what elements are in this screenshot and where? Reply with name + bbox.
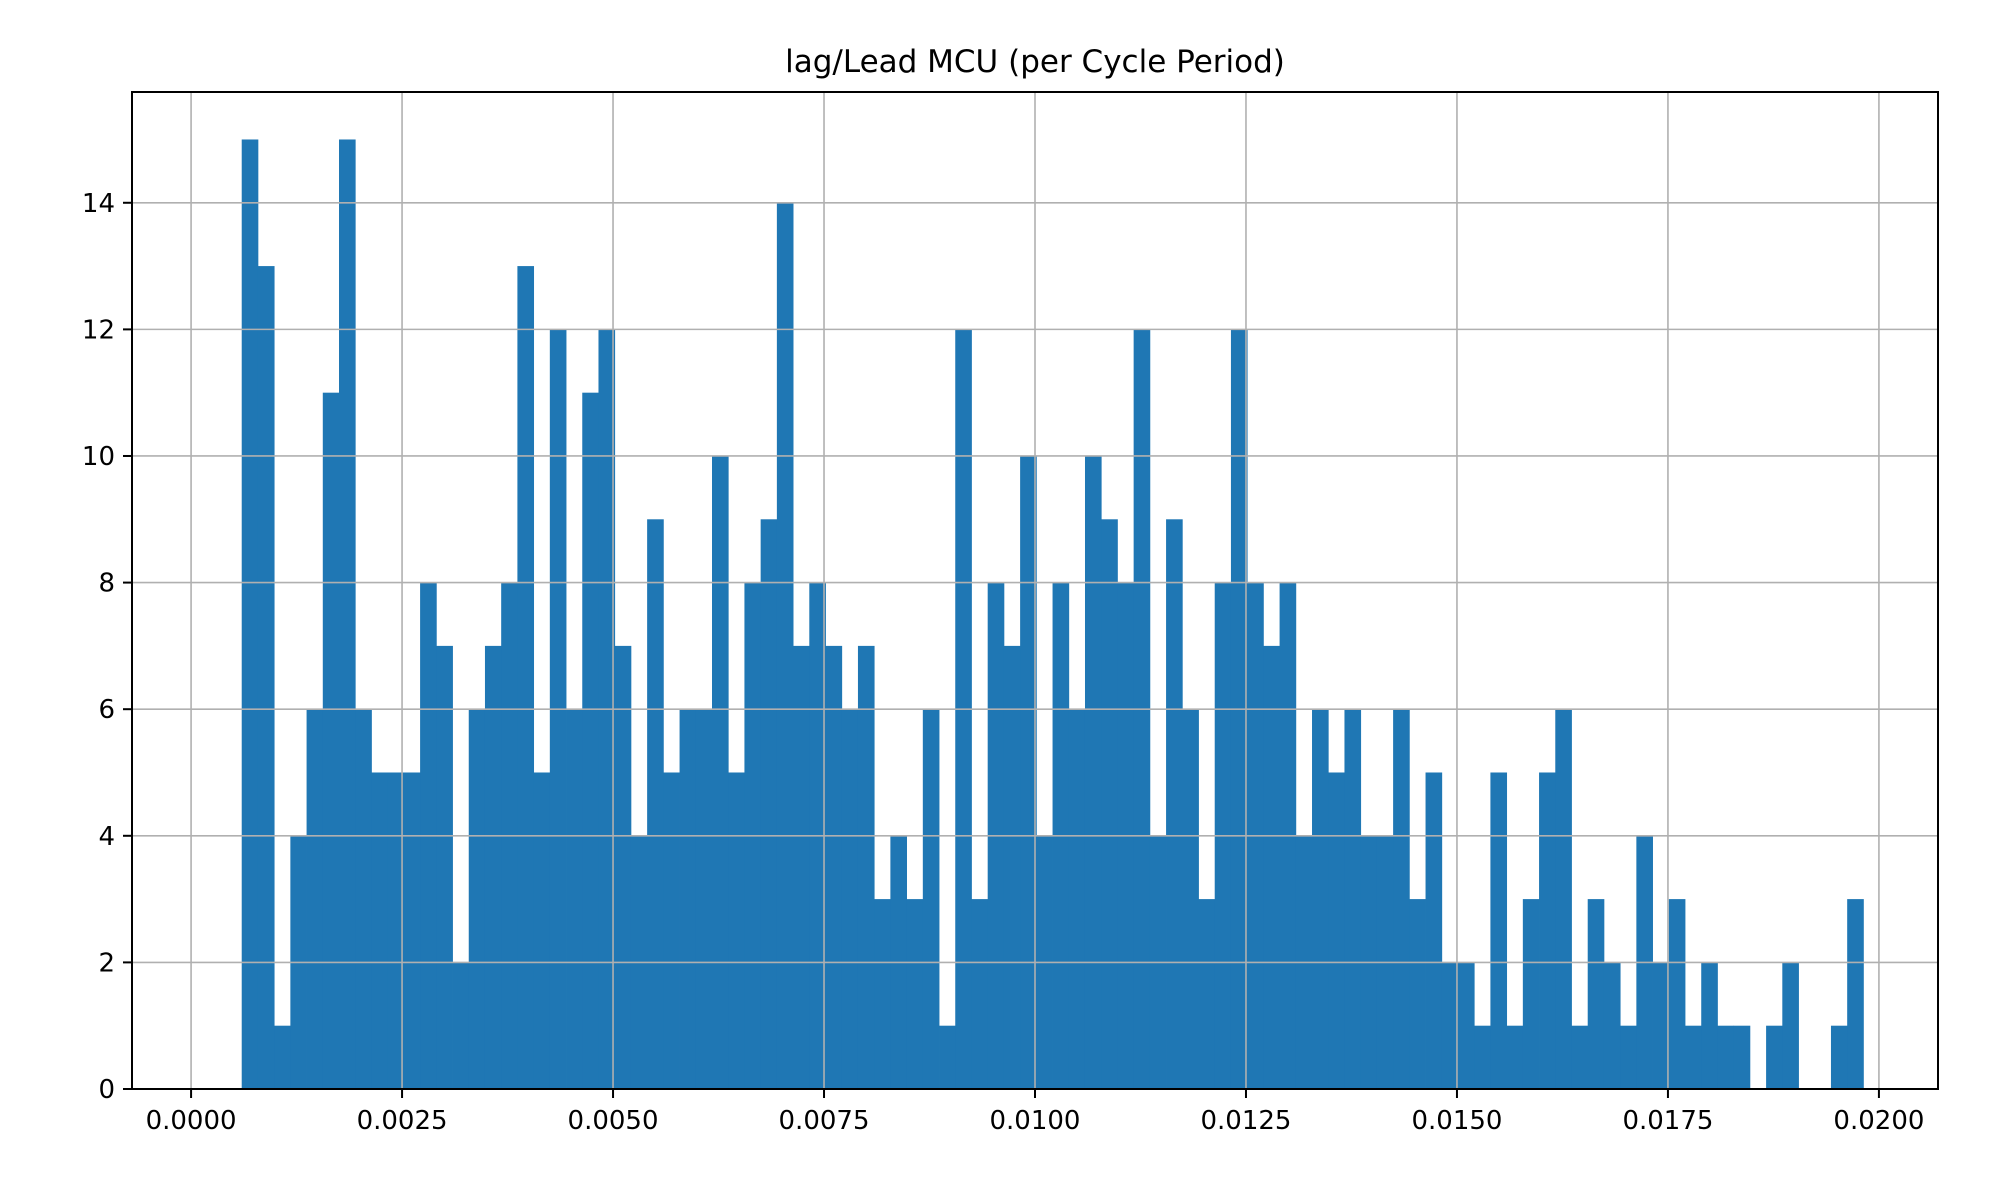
y-tick-label: 14 [82, 189, 115, 219]
histogram-bar [468, 709, 486, 1089]
histogram-bar [241, 139, 259, 1090]
histogram-bar [1733, 1025, 1751, 1089]
histogram-bar [939, 1025, 956, 1089]
y-tick-label: 12 [82, 315, 115, 345]
histogram-bar [387, 772, 405, 1089]
histogram-bar [274, 1025, 291, 1089]
histogram-bar [355, 709, 372, 1089]
histogram-bar [906, 899, 924, 1089]
histogram-bar [517, 266, 535, 1090]
x-tick-label: 0.0025 [357, 1106, 448, 1136]
histogram-bar [1344, 709, 1362, 1089]
histogram-bar [1312, 709, 1329, 1089]
x-tick-label: 0.0000 [146, 1106, 237, 1136]
histogram-bar [679, 709, 697, 1089]
x-tick-label: 0.0175 [1622, 1106, 1713, 1136]
histogram-bar [922, 709, 940, 1089]
histogram-bar [1166, 519, 1183, 1089]
histogram-bar [1506, 1025, 1524, 1089]
histogram-bar [1263, 645, 1280, 1089]
histogram-bar [1101, 519, 1118, 1089]
y-tick-label: 8 [98, 569, 115, 599]
histogram-bar [339, 139, 356, 1090]
histogram-bar [1457, 962, 1475, 1089]
x-tick-label: 0.0100 [990, 1106, 1081, 1136]
histogram-bar [1198, 899, 1216, 1089]
histogram-bar [1003, 645, 1021, 1089]
histogram-bar [452, 962, 470, 1089]
histogram-bar [257, 266, 275, 1090]
histogram-bar [712, 455, 729, 1090]
x-tick-label: 0.0150 [1411, 1106, 1502, 1136]
histogram-bar [1782, 962, 1799, 1089]
histogram-bar [1620, 1025, 1637, 1089]
y-tick-label: 4 [98, 822, 115, 852]
histogram-bar [322, 392, 340, 1089]
histogram-bar [1587, 899, 1605, 1089]
histogram-bar [1766, 1025, 1783, 1089]
y-tick-label: 2 [98, 948, 115, 978]
x-tick-label: 0.0050 [568, 1106, 659, 1136]
histogram-bar [760, 519, 778, 1089]
histogram-bar [1830, 1025, 1848, 1089]
histogram-bar [1668, 899, 1686, 1089]
histogram-bar [793, 645, 810, 1089]
histogram-bar [1328, 772, 1345, 1089]
histogram-bar [306, 709, 324, 1089]
histogram-bar [533, 772, 551, 1089]
histogram-bar [436, 645, 453, 1089]
y-tick-label: 10 [82, 442, 115, 472]
histogram-bar [1020, 455, 1037, 1090]
x-tick-label: 0.0125 [1200, 1106, 1291, 1136]
histogram-bar [1068, 709, 1086, 1089]
y-tick-label: 0 [98, 1075, 115, 1105]
histogram-bar [1652, 962, 1670, 1089]
histogram-bar [1701, 962, 1718, 1089]
histogram-bar [484, 645, 502, 1089]
histogram-bar [1571, 1025, 1589, 1089]
histogram-bar [1182, 709, 1199, 1089]
histogram-bar [566, 709, 583, 1089]
ticks-layer: 0.0000 0.0025 0.0050 0.0075 0.0100 0.0125 0.01… [82, 189, 1925, 1136]
histogram-bar [874, 899, 891, 1089]
histogram-bar [1539, 772, 1556, 1089]
histogram-bar [728, 772, 745, 1089]
x-tick-label: 0.0075 [779, 1106, 870, 1136]
histogram-bar [971, 899, 989, 1089]
histogram-bar [1490, 772, 1508, 1089]
histogram-bar [663, 772, 680, 1089]
y-tick-label: 6 [98, 695, 115, 725]
histogram-bar [371, 772, 389, 1089]
histogram-bar [825, 645, 843, 1089]
histogram-bar [647, 519, 664, 1089]
histogram-bar [1084, 455, 1102, 1090]
chart-title: lag/Lead MCU (per Cycle Period) [785, 44, 1285, 80]
histogram-bar [1847, 899, 1864, 1089]
histogram-bar [1393, 709, 1410, 1089]
histogram-bar [582, 392, 599, 1089]
histogram-bar [695, 709, 713, 1089]
histogram-bar [1409, 899, 1426, 1089]
x-tick-label: 0.0200 [1833, 1106, 1924, 1136]
histogram-bar [614, 645, 632, 1089]
histogram-bar [857, 645, 875, 1089]
histogram-bar [1685, 1025, 1702, 1089]
histogram-bar [841, 709, 859, 1089]
histogram-bar [1555, 709, 1572, 1089]
histogram-bar [1603, 962, 1621, 1089]
histogram-bar [1425, 772, 1443, 1089]
histogram-bar [1474, 1025, 1491, 1089]
histogram-bar [403, 772, 421, 1089]
histogram-bar [1717, 1025, 1735, 1089]
histogram-bar [776, 202, 794, 1089]
histogram-bar [1441, 962, 1459, 1089]
histogram-bar [1522, 899, 1540, 1089]
